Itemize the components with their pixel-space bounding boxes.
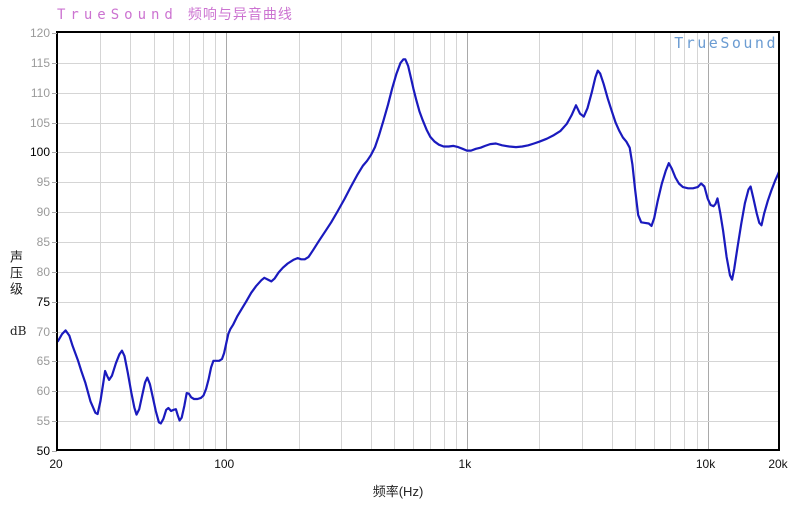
y-tick-mark [52, 182, 57, 184]
y-tick-mark [52, 361, 57, 363]
gridline-horizontal [58, 212, 780, 213]
y-tick-mark [52, 331, 57, 333]
gridline-horizontal [58, 421, 780, 422]
y-tick-label: 50 [36, 444, 50, 458]
response-curve-svg [58, 58, 780, 425]
y-tick-mark [52, 242, 57, 243]
y-tick-label: 65 [36, 354, 50, 369]
gridline-horizontal [58, 123, 780, 124]
gridline-horizontal [58, 332, 780, 333]
y-tick-mark [52, 271, 57, 273]
y-tick-mark [52, 33, 57, 34]
gridline-horizontal [58, 182, 780, 183]
x-axis-title: 频率(Hz) [372, 484, 424, 499]
x-tick-label: 100 [214, 457, 235, 471]
y-tick-mark [52, 421, 57, 423]
chart-title: TrueSound 频响与异音曲线 [57, 4, 293, 24]
grid-layer [58, 33, 780, 451]
x-tick-label: 20 [49, 457, 63, 471]
y-tick-label: 55 [36, 414, 50, 429]
x-tick-label: 20k [768, 457, 788, 471]
curve-layer [58, 33, 780, 451]
y-tick-label: 70 [36, 324, 50, 339]
y-tick-label: 95 [36, 175, 50, 190]
gridline-horizontal [58, 391, 780, 392]
gridline-horizontal [58, 152, 780, 153]
x-tick-label: 10k [695, 457, 716, 471]
y-tick-label: 115 [30, 55, 50, 70]
y-tick-label: 110 [30, 85, 50, 100]
gridline-horizontal [58, 361, 780, 362]
y-tick-mark [52, 212, 57, 214]
x-tick-label: 1k [458, 457, 472, 471]
y-tick-mark [52, 62, 57, 64]
frequency-response-curve [58, 58, 780, 425]
gridline-horizontal [58, 242, 780, 243]
y-tick-mark [52, 301, 57, 303]
watermark-text: TrueSound [674, 34, 778, 52]
gridline-horizontal [58, 93, 780, 94]
y-tick-label: 90 [36, 205, 50, 220]
y-tick-label: 60 [36, 384, 50, 399]
y-tick-label: 80 [36, 264, 50, 279]
chart-title-text: 频响与异音曲线 [187, 6, 293, 22]
y-tick-label: 85 [36, 235, 50, 249]
gridline-horizontal [58, 272, 780, 273]
y-tick-label: 75 [36, 294, 50, 309]
y-tick-mark [52, 451, 57, 452]
y-tick-label: 100 [29, 145, 50, 160]
y-tick-label: 120 [29, 26, 50, 40]
y-axis-title: 声压级 [8, 250, 23, 298]
y-tick-mark [52, 391, 57, 393]
y-tick-mark [52, 92, 57, 94]
y-tick-mark [52, 152, 57, 154]
gridline-horizontal [58, 302, 780, 303]
y-axis-unit: dB [10, 324, 27, 338]
y-tick-mark [52, 122, 57, 124]
y-tick-label: 105 [29, 115, 50, 130]
brand-text: TrueSound [57, 7, 178, 23]
gridline-horizontal [58, 63, 780, 64]
